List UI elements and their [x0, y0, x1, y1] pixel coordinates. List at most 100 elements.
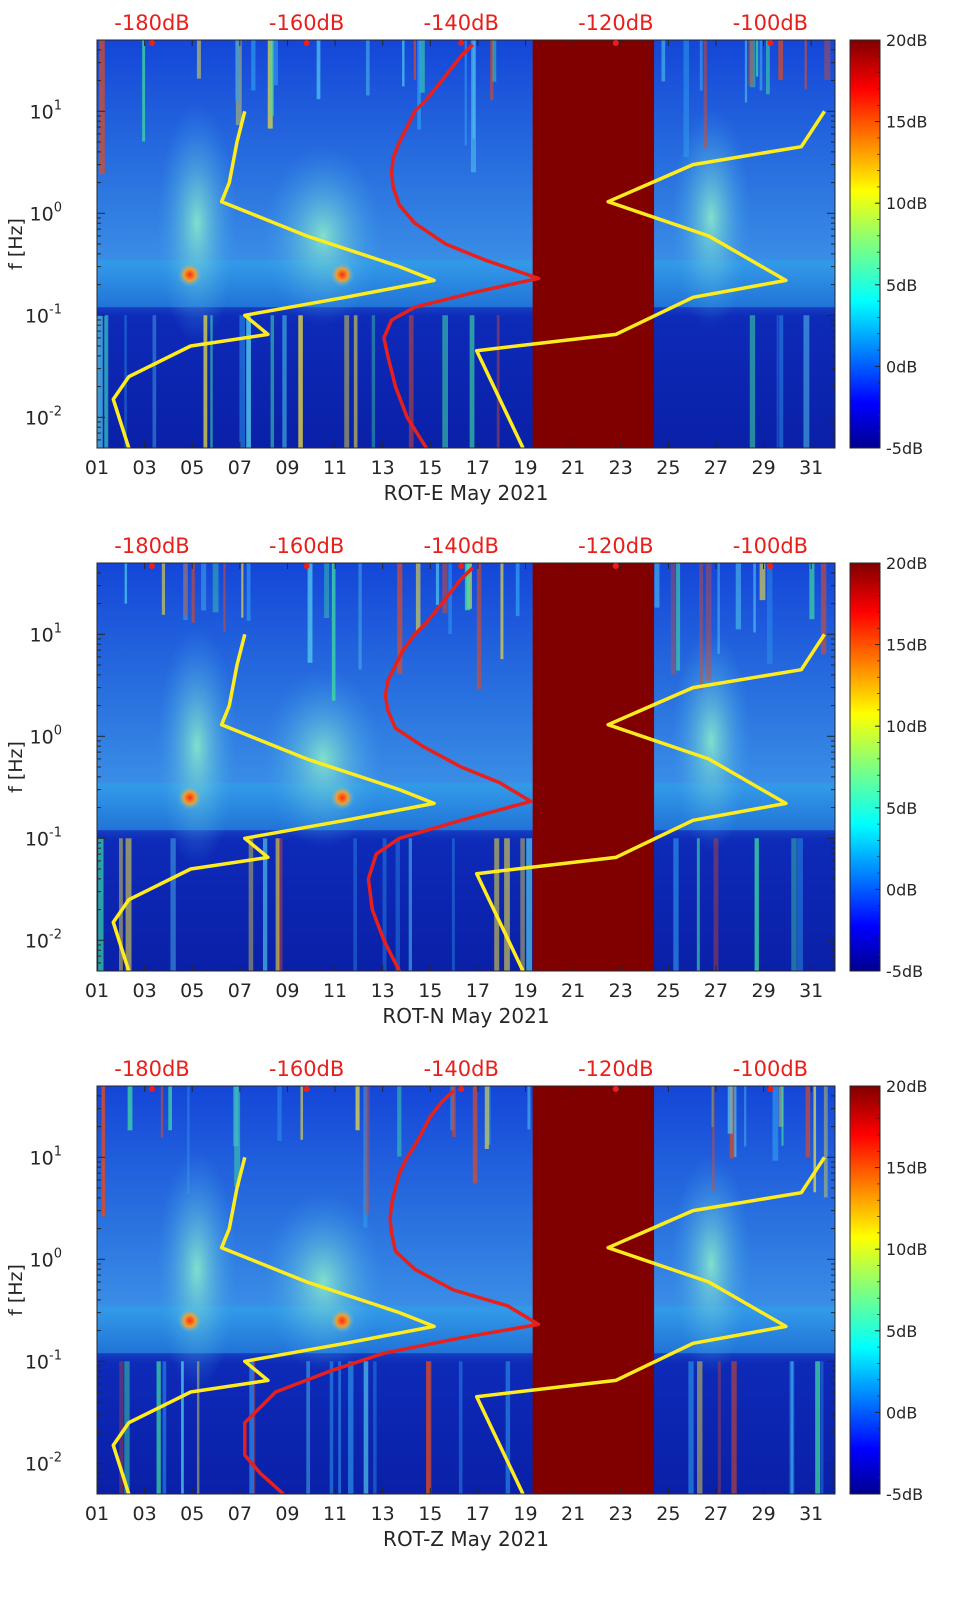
x-tick-label: 27 [704, 1503, 728, 1525]
colorbar-tick-label: 10dB [886, 194, 928, 213]
spectrogram-streak [820, 563, 827, 655]
spectrogram-streak [408, 838, 412, 971]
colorbar-tick-label: 0dB [886, 880, 917, 899]
colorbar-tick-label: 15dB [886, 1159, 928, 1178]
spectrogram-streak [363, 1361, 369, 1494]
x-tick-label: 07 [228, 457, 252, 479]
top-scale-label: -120dB [578, 11, 653, 35]
top-scale-marker [767, 40, 774, 46]
spectrogram-streak [187, 1086, 190, 1194]
spectrogram-streak [253, 1361, 256, 1494]
spectrogram-streak [464, 563, 471, 611]
top-scale-label: -160dB [269, 11, 344, 35]
x-tick-label: 11 [323, 1503, 347, 1525]
spectrogram-streak [705, 563, 712, 682]
y-tick-label: 10-1 [25, 825, 62, 850]
y-tick-label: 10-2 [25, 404, 62, 429]
spectrogram-hotspot-0 [177, 1308, 202, 1333]
spectrogram-streak [458, 1361, 463, 1494]
spectrogram-streak [307, 563, 313, 663]
plot-area [97, 40, 835, 448]
colorbar-tick-label: 5dB [886, 799, 917, 818]
spectrogram-streak [805, 1086, 811, 1158]
spectrogram-streak [791, 838, 797, 971]
top-scale-marker [612, 1086, 619, 1092]
noise-model-curve-2 [474, 110, 826, 448]
spectrogram-streak [526, 838, 533, 971]
x-tick-label: 21 [561, 980, 585, 1002]
spectrogram-streak [697, 1361, 703, 1494]
spectrogram-streak [275, 838, 280, 971]
spectrogram-streak [776, 315, 779, 448]
spectrogram-streak [270, 40, 274, 116]
spectrogram-streak [820, 1361, 824, 1494]
colorbar [849, 39, 881, 449]
y-tick-label: 101 [30, 98, 62, 123]
spectrogram-streak [823, 1086, 828, 1198]
spectrogram-streak [298, 315, 303, 448]
x-tick-label: 11 [323, 457, 347, 479]
top-scale-label: -180dB [114, 534, 189, 558]
spectrogram-streak [415, 563, 421, 632]
spectrogram-streak [170, 838, 176, 971]
spectrogram-streak [160, 1086, 164, 1138]
top-scale-label: -120dB [578, 534, 653, 558]
spectrogram-streak [353, 315, 358, 448]
spectrogram-streak [102, 1086, 106, 1217]
spectrogram-streak [515, 563, 520, 617]
spectrogram-streak [699, 40, 703, 91]
x-tick-label: 15 [418, 980, 442, 1002]
plot-area [97, 563, 835, 971]
x-tick-label: 05 [180, 457, 204, 479]
spectrogram-streak [270, 315, 275, 448]
x-tick-label: 27 [704, 457, 728, 479]
y-tick-label: 101 [30, 621, 62, 646]
spectrogram-streak [125, 838, 132, 971]
top-scale-marker [612, 563, 619, 569]
spectrogram-streak [797, 838, 803, 971]
spectrogram-streak [670, 563, 676, 675]
x-tick-label: 23 [609, 1503, 633, 1525]
spectrogram-streak [127, 1086, 133, 1131]
spectrogram-streak [119, 1361, 124, 1494]
spectrogram-streak [212, 563, 219, 613]
spectrogram-streak [234, 1086, 241, 1187]
spectrogram-streak [262, 838, 268, 971]
data-gap [532, 40, 655, 448]
top-scale-marker [303, 40, 310, 46]
y-axis-label: f [Hz] [5, 218, 27, 270]
colorbar-tick-label: -5dB [886, 1485, 923, 1504]
x-tick-label: 27 [704, 980, 728, 1002]
spectrogram-streak [490, 40, 494, 101]
spectrogram-streak [654, 563, 660, 608]
spectrogram-streak [277, 1086, 282, 1141]
spectrogram-streak [142, 40, 146, 142]
spectrogram-streak [397, 563, 403, 674]
x-tick-label: 03 [133, 980, 157, 1002]
spectrogram-streak [363, 1086, 368, 1228]
colorbar-tick-label: 10dB [886, 1240, 928, 1259]
spectrogram-streak [124, 563, 128, 604]
colorbar [849, 1085, 881, 1495]
spectrogram-streak [804, 40, 807, 90]
spectrogram-streak [464, 40, 467, 146]
spectrogram-streak [152, 315, 157, 448]
top-scale-label: -140dB [423, 11, 498, 35]
x-tick-label: 13 [371, 980, 395, 1002]
top-scale-marker [149, 1086, 155, 1092]
top-scale-marker [767, 1086, 774, 1092]
x-tick-label: 17 [466, 1503, 490, 1525]
spectrogram-streak [448, 563, 452, 634]
spectrogram-streak [713, 838, 719, 971]
spectrogram-streak [344, 315, 350, 448]
colorbar-tick-label: 5dB [886, 1322, 917, 1341]
y-tick-label: 100 [30, 723, 62, 748]
spectrogram-streak [727, 1086, 733, 1134]
spectrogram-hotspot-1 [330, 785, 355, 810]
spectrogram-streak [338, 1361, 342, 1494]
spectrogram-streak [382, 838, 387, 971]
spectrogram-streak [365, 40, 370, 96]
top-scale-label: -100dB [733, 534, 808, 558]
spectrogram-streak [98, 838, 104, 971]
spectrogram-streak [451, 1086, 456, 1137]
